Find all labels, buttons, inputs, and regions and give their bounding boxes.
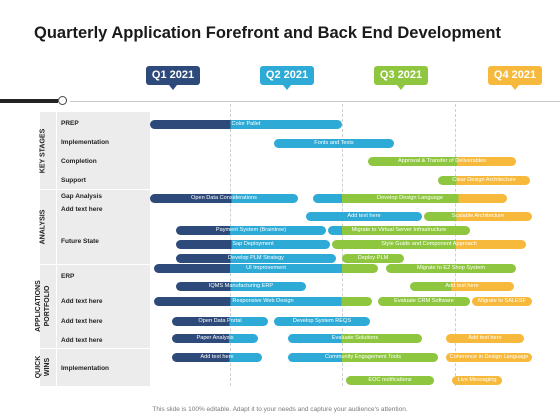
gantt-bar: Coherence in Design Language — [446, 353, 532, 362]
gantt-bar: Develop System REQS — [274, 317, 370, 326]
timeline-axis — [70, 101, 560, 102]
gantt-bar: Add text here — [446, 334, 524, 343]
row-label-add-text: Add text here — [61, 206, 103, 213]
gantt-bar: Open Data Considerations — [150, 194, 298, 203]
gantt-bar: Paper Analysis — [172, 334, 258, 343]
stage-column-divider — [56, 112, 57, 386]
stage-label-key-stages: KEY STAGES — [39, 128, 47, 173]
quarter-badge-q2: Q2 2021 — [260, 66, 314, 90]
gantt-bar: Evaluate CRM Software — [378, 297, 470, 306]
gantt-bar: Community Engagement Tools — [288, 353, 438, 362]
gantt-bar: Add text here — [410, 282, 514, 291]
row-label-implementation: Implementation — [61, 365, 110, 372]
row-label-gap-analysis: Gap Analysis — [61, 193, 102, 200]
gantt-bar: IQMS Manufacturing ERP — [176, 282, 306, 291]
gantt-bar: Responsive Web Design — [154, 297, 372, 306]
gantt-bar: Style Guide and Component Approach — [332, 240, 526, 249]
gantt-bar: Color Pallet — [150, 120, 342, 129]
gantt-bar: Migrate to Virtual Server Infrastructure — [328, 226, 470, 235]
row-label-panel — [40, 112, 150, 386]
stage-label-analysis: ANALYSIS — [39, 209, 47, 244]
gantt-bar: Add text here — [306, 212, 422, 221]
gantt-bar: Sap Deployment — [176, 240, 330, 249]
gantt-bar: Approval & Transfer of Deliverables — [368, 157, 516, 166]
footer-note: This slide is 100% editable. Adapt it to… — [152, 406, 408, 413]
row-label-erp: ERP — [61, 273, 75, 280]
row-label-add-text: Add text here — [61, 298, 103, 305]
row-label-prep: PREP — [61, 120, 79, 127]
timeline-marker — [58, 96, 67, 105]
gantt-bar: Payment System (Braintree) — [176, 226, 326, 235]
page-title: Quarterly Application Forefront and Back… — [34, 24, 501, 42]
gantt-bar: Fonts and Texts — [274, 139, 394, 148]
gantt-bar: Deploy PLM — [342, 254, 404, 263]
gantt-bar: Clear Design Architecture — [438, 176, 530, 185]
stage-divider — [40, 189, 150, 190]
row-label-add-text: Add text here — [61, 337, 103, 344]
stage-label-applications-portfolio: APPLICATIONS PORTFOLIO — [35, 280, 51, 332]
gantt-bar: Evaluate Solutions — [288, 334, 422, 343]
gantt-bar: Develop Design Language — [313, 194, 507, 203]
row-label-add-text: Add text here — [61, 318, 103, 325]
row-label-future-state: Future State — [61, 238, 99, 245]
gantt-bar: EOC notifications — [346, 376, 434, 385]
row-label-support: Support — [61, 177, 86, 184]
gantt-bar: Live Messaging — [452, 376, 502, 385]
quarter-badge-q3: Q3 2021 — [374, 66, 428, 90]
gantt-bar: Open Data Portal — [172, 317, 268, 326]
gantt-bar: Add text here — [172, 353, 262, 362]
row-label-completion: Completion — [61, 158, 97, 165]
gantt-bar: Develop PLM Strategy — [176, 254, 336, 263]
gantt-bar: Migrate to SALESF — [472, 297, 532, 306]
stage-label-quick-wins: QUICK WINS — [35, 355, 51, 379]
stage-divider — [40, 264, 150, 265]
stage-divider — [40, 348, 150, 349]
gantt-bar: UI Improvement — [154, 264, 378, 273]
gantt-bar: Migrate to E2 Shop System — [386, 264, 516, 273]
gantt-bar: Scalable Architecture — [424, 212, 532, 221]
quarter-badge-q4: Q4 2021 — [488, 66, 542, 90]
timeline-start-bar — [0, 99, 58, 103]
quarter-badge-q1: Q1 2021 — [146, 66, 200, 90]
row-label-implementation: Implementation — [61, 139, 110, 146]
